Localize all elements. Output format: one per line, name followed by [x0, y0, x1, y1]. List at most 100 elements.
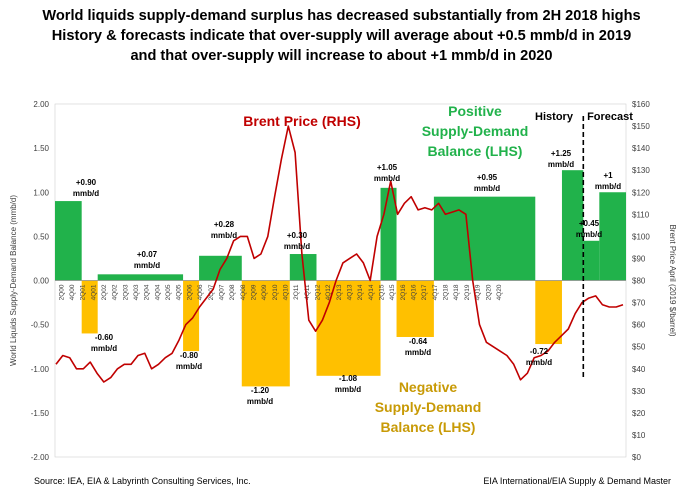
negative-annotation: Negative [399, 379, 458, 395]
x-tick-label: 2Q09 [250, 284, 257, 300]
bar-unit-label: mmb/d [474, 184, 500, 193]
y2-tick-label: $120 [632, 188, 650, 197]
x-tick-label: 4Q05 [176, 284, 183, 300]
bar-unit-label: mmb/d [211, 231, 237, 240]
bar-value-label: +0.30 [287, 231, 308, 240]
y2-tick-label: $130 [632, 166, 650, 175]
x-tick-label: 2Q06 [186, 284, 193, 300]
bar-value-label: +0.45 [579, 219, 600, 228]
bar-unit-label: mmb/d [73, 189, 99, 198]
title-line-2: History & forecasts indicate that over-s… [51, 28, 632, 44]
balance-bar [241, 280, 290, 387]
x-tick-label: 4Q00 [69, 284, 76, 300]
brent-annotation: Brent Price (RHS) [243, 113, 360, 129]
x-tick-label: 4Q06 [197, 284, 204, 300]
x-tick-label: 4Q08 [240, 284, 247, 300]
balance-bar [97, 274, 184, 281]
x-tick-label: 4Q13 [347, 284, 354, 300]
bar-unit-label: mmb/d [134, 261, 160, 270]
y2-tick-label: $150 [632, 122, 650, 131]
x-tick-label: 4Q04 [154, 284, 161, 300]
y-tick-label: -1.00 [31, 365, 50, 374]
balance-bar [183, 280, 200, 352]
y2-tick-label: $40 [632, 365, 646, 374]
y2-tick-label: $60 [632, 321, 646, 330]
history-label: History [535, 111, 574, 123]
title-line-3: and that over-supply will increase to ab… [130, 48, 553, 64]
bar-unit-label: mmb/d [526, 358, 552, 367]
positive-annotation: Positive [448, 103, 502, 119]
x-tick-label: 4Q16 [411, 284, 418, 300]
x-tick-label: 2Q05 [165, 284, 172, 300]
bar-unit-label: mmb/d [595, 182, 621, 191]
y2-tick-label: $0 [632, 453, 641, 462]
y-tick-label: 1.50 [33, 144, 49, 153]
balance-bar [316, 280, 381, 376]
bar-value-label: -1.08 [339, 374, 358, 383]
bar-value-label: +1.05 [377, 163, 398, 172]
x-tick-label: 2Q02 [101, 284, 108, 300]
y-tick-label: -1.50 [31, 409, 50, 418]
y2-tick-label: $80 [632, 277, 646, 286]
bar-value-label: -1.20 [251, 386, 270, 395]
bar-unit-label: mmb/d [247, 397, 273, 406]
balance-bar [55, 201, 82, 281]
x-tick-label: 2Q12 [314, 284, 321, 300]
y-tick-label: -0.50 [31, 321, 50, 330]
bar-value-label: -0.80 [180, 351, 199, 360]
bar-unit-label: mmb/d [284, 242, 310, 251]
y-tick-label: 2.00 [33, 100, 49, 109]
negative-annotation: Supply-Demand [375, 399, 482, 415]
x-tick-label: 4Q09 [261, 284, 268, 300]
balance-bar [380, 187, 397, 281]
x-tick-label: 2Q04 [144, 284, 151, 300]
x-tick-label: 2Q13 [336, 284, 343, 300]
x-tick-label: 2Q15 [379, 284, 386, 300]
y2-tick-label: $110 [632, 210, 650, 219]
y-tick-label: 0.50 [33, 232, 49, 241]
y2-tick-label: $70 [632, 299, 646, 308]
x-tick-label: 4Q18 [453, 284, 460, 300]
title-line-1: World liquids supply-demand surplus has … [42, 8, 641, 24]
balance-bar [599, 192, 626, 281]
balance-bar [396, 280, 434, 337]
balance-bar [535, 280, 562, 345]
y-tick-label: 1.00 [33, 188, 49, 197]
y2-tick-label: $140 [632, 144, 650, 153]
bar-value-label: +0.90 [76, 178, 97, 187]
bar-unit-label: mmb/d [405, 348, 431, 357]
balance-bar [561, 170, 584, 281]
x-tick-label: 2Q20 [485, 284, 492, 300]
source-left: Source: IEA, EIA & Labyrinth Consulting … [34, 476, 251, 486]
bar-value-label: +0.28 [214, 220, 235, 229]
x-tick-label: 4Q03 [133, 284, 140, 300]
source-right: EIA International/EIA Supply & Demand Ma… [483, 476, 671, 486]
bar-value-label: +1.25 [551, 149, 572, 158]
x-tick-label: 4Q11 [304, 284, 311, 300]
positive-annotation: Balance (LHS) [428, 143, 523, 159]
x-tick-label: 2Q08 [229, 284, 236, 300]
x-tick-label: 4Q07 [218, 284, 225, 300]
x-tick-label: 4Q20 [496, 284, 503, 300]
forecast-label: Forecast [587, 111, 633, 123]
x-tick-label: 2Q01 [80, 284, 87, 300]
y-tick-label: -2.00 [31, 453, 50, 462]
bar-unit-label: mmb/d [176, 362, 202, 371]
x-tick-label: 4Q02 [112, 284, 119, 300]
negative-annotation: Balance (LHS) [381, 419, 476, 435]
balance-bar [583, 240, 600, 281]
bar-value-label: -0.72 [530, 347, 549, 356]
bar-unit-label: mmb/d [548, 160, 574, 169]
x-tick-label: 2Q14 [357, 284, 364, 300]
x-tick-label: 2Q00 [58, 284, 65, 300]
x-tick-label: 2Q03 [122, 284, 129, 300]
positive-annotation: Supply-Demand [422, 123, 529, 139]
x-tick-label: 4Q19 [475, 284, 482, 300]
x-tick-label: 4Q17 [432, 284, 439, 300]
bar-unit-label: mmb/d [374, 174, 400, 183]
bar-value-label: +0.07 [137, 250, 158, 259]
x-tick-label: 2Q11 [293, 284, 300, 300]
y2-tick-label: $50 [632, 343, 646, 352]
y2-axis-label: Brent Price April (2019 $/barrel) [668, 224, 677, 336]
